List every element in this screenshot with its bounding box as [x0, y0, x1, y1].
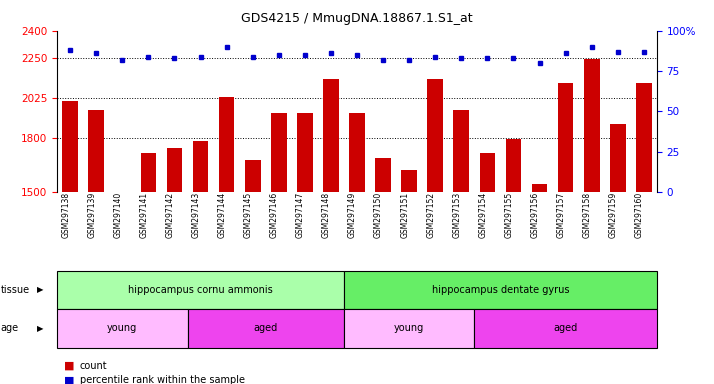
Text: GSM297158: GSM297158	[583, 192, 592, 238]
Text: GSM297157: GSM297157	[557, 192, 565, 238]
Bar	[610, 124, 625, 192]
Text: GSM297140: GSM297140	[114, 192, 122, 238]
Text: tissue: tissue	[1, 285, 30, 295]
Text: age: age	[1, 323, 19, 333]
Bar	[193, 141, 208, 192]
Text: GSM297146: GSM297146	[270, 192, 278, 238]
Bar	[57, 309, 188, 348]
Text: GSM297142: GSM297142	[166, 192, 174, 238]
Bar	[271, 113, 286, 192]
Bar	[558, 83, 573, 192]
Bar	[428, 79, 443, 192]
Text: GSM297141: GSM297141	[139, 192, 149, 238]
Text: GSM297154: GSM297154	[478, 192, 488, 238]
Bar	[506, 139, 521, 192]
Text: hippocampus dentate gyrus: hippocampus dentate gyrus	[432, 285, 569, 295]
Text: ▶: ▶	[37, 324, 44, 333]
Bar	[62, 101, 78, 192]
Text: GSM297160: GSM297160	[635, 192, 644, 238]
Bar	[636, 83, 652, 192]
Bar	[245, 160, 261, 192]
Text: GSM297138: GSM297138	[61, 192, 70, 238]
Text: GSM297149: GSM297149	[348, 192, 357, 238]
Bar	[323, 79, 338, 192]
Bar	[401, 170, 417, 192]
Text: ■: ■	[64, 361, 75, 371]
Text: GSM297150: GSM297150	[374, 192, 383, 238]
Bar	[166, 148, 182, 192]
Text: GSM297153: GSM297153	[452, 192, 461, 238]
Text: hippocampus cornu ammonis: hippocampus cornu ammonis	[129, 285, 273, 295]
Text: GDS4215 / MmugDNA.18867.1.S1_at: GDS4215 / MmugDNA.18867.1.S1_at	[241, 12, 473, 25]
Bar	[532, 184, 548, 192]
Text: young: young	[394, 323, 424, 333]
Text: aged: aged	[253, 323, 278, 333]
Bar	[57, 271, 344, 309]
Bar	[584, 60, 600, 192]
Bar	[376, 158, 391, 192]
Bar	[218, 97, 234, 192]
Text: young: young	[107, 323, 137, 333]
Text: GSM297148: GSM297148	[322, 192, 331, 238]
Text: GSM297143: GSM297143	[191, 192, 201, 238]
Text: GSM297152: GSM297152	[426, 192, 436, 238]
Bar	[453, 109, 469, 192]
Bar	[188, 309, 344, 348]
Text: GSM297156: GSM297156	[531, 192, 540, 238]
Bar	[474, 309, 657, 348]
Bar	[89, 109, 104, 192]
Text: GSM297139: GSM297139	[87, 192, 96, 238]
Text: count: count	[80, 361, 108, 371]
Text: GSM297159: GSM297159	[609, 192, 618, 238]
Bar	[344, 309, 474, 348]
Bar	[480, 154, 496, 192]
Text: percentile rank within the sample: percentile rank within the sample	[80, 375, 245, 384]
Text: GSM297151: GSM297151	[400, 192, 409, 238]
Text: GSM297147: GSM297147	[296, 192, 305, 238]
Bar	[297, 113, 313, 192]
Text: GSM297145: GSM297145	[243, 192, 253, 238]
Text: ■: ■	[64, 375, 75, 384]
Text: GSM297144: GSM297144	[218, 192, 226, 238]
Text: GSM297155: GSM297155	[505, 192, 513, 238]
Text: aged: aged	[553, 323, 578, 333]
Bar	[349, 113, 365, 192]
Bar	[344, 271, 657, 309]
Text: ▶: ▶	[37, 285, 44, 295]
Bar	[141, 152, 156, 192]
